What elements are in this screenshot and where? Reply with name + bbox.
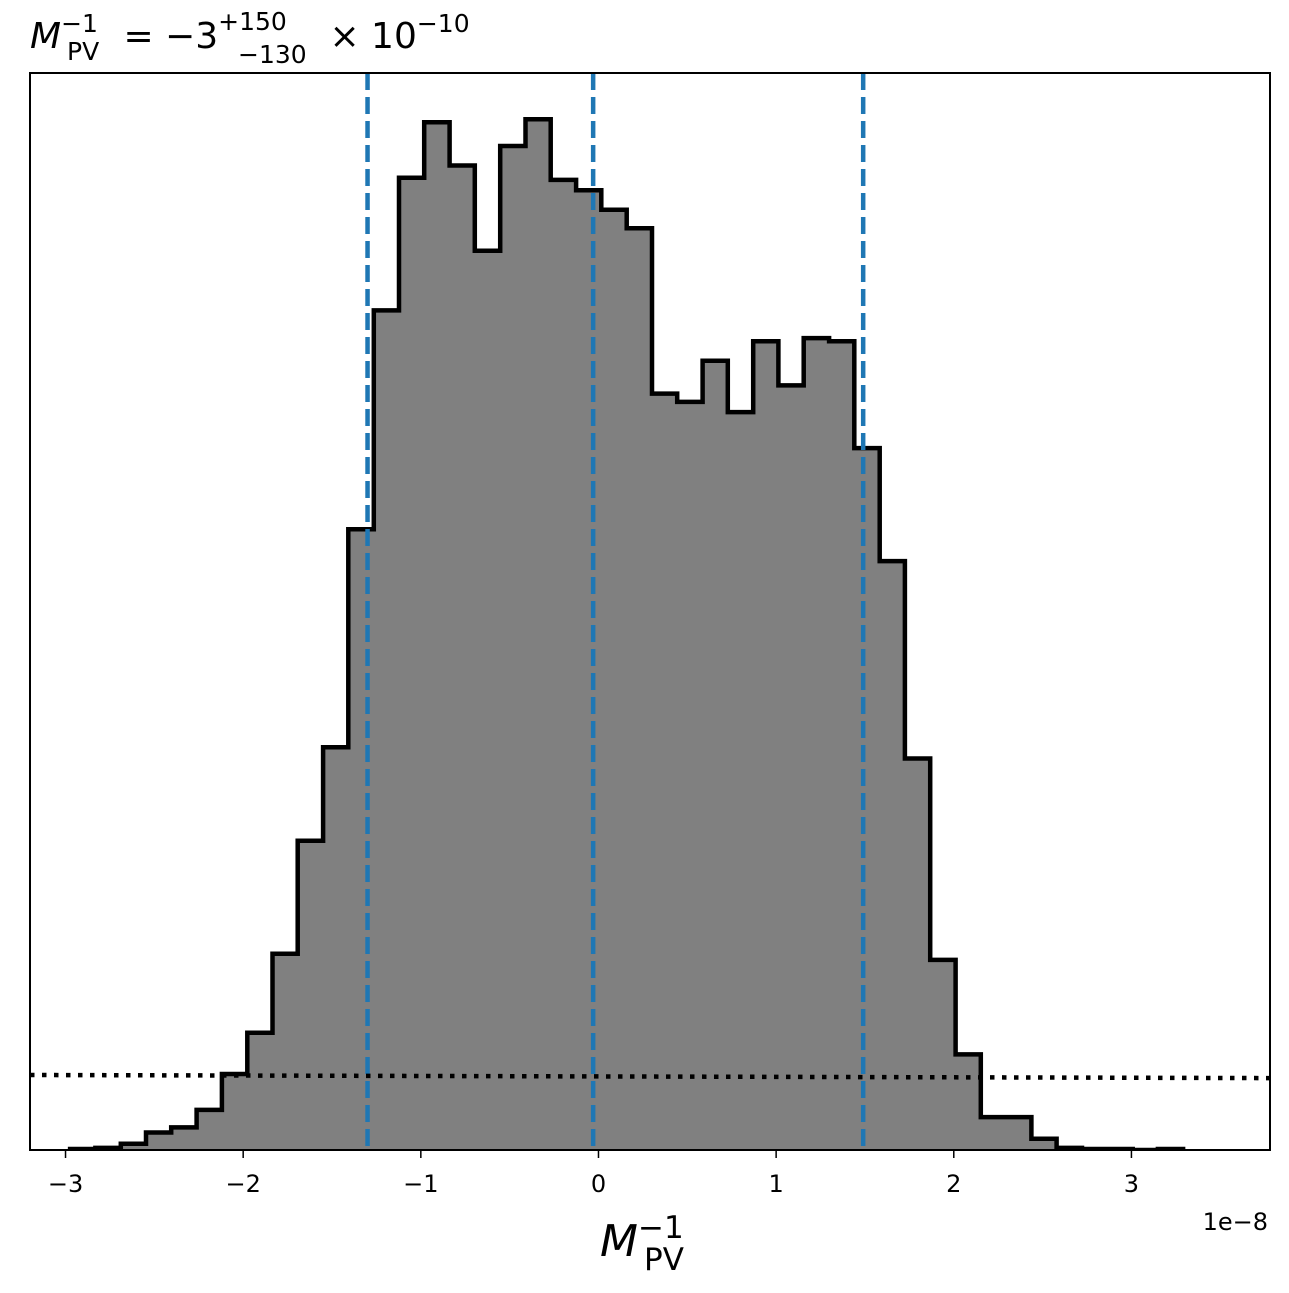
title-error-plus: +150 (218, 7, 287, 36)
title-variable: M (30, 16, 61, 57)
x-tick-label-3: 0 (591, 1170, 606, 1198)
histogram-fill (70, 119, 1184, 1150)
title-variable-subscript: PV (67, 37, 99, 66)
axis-offset-text: 1e−8 (1203, 1208, 1268, 1236)
x-axis-ticks: −3 −2 −1 0 1 2 3 (48, 1150, 1139, 1198)
title-exponent: −10 (417, 9, 470, 38)
reference-dotted-line (30, 1072, 1270, 1081)
interval-lines (365, 73, 866, 1150)
plot-frame (29, 72, 1271, 1151)
x-tick-label-0: −3 (48, 1170, 83, 1198)
histogram-outline (67, 116, 1186, 1150)
title-equals-value: = −3 (112, 16, 218, 57)
x-tick-label-6: 3 (1124, 1170, 1139, 1198)
title-error-minus: −130 (238, 40, 307, 69)
x-tick-label-4: 1 (768, 1170, 783, 1198)
title-times-ten: × 10 (318, 16, 417, 57)
x-tick-label-5: 2 (946, 1170, 961, 1198)
xlabel-superscript: −1 (638, 1210, 684, 1246)
x-tick-label-1: −2 (225, 1170, 260, 1198)
xlabel-subscript: PV (644, 1242, 684, 1278)
title-variable-superscript: −1 (61, 9, 98, 38)
x-axis-label: M−1 PV (600, 1210, 684, 1278)
chart-title: M−1 PV = −3+150 −130 × 10−10 (30, 7, 470, 69)
xlabel-variable: M (600, 1216, 638, 1267)
x-tick-label-2: −1 (403, 1170, 438, 1198)
